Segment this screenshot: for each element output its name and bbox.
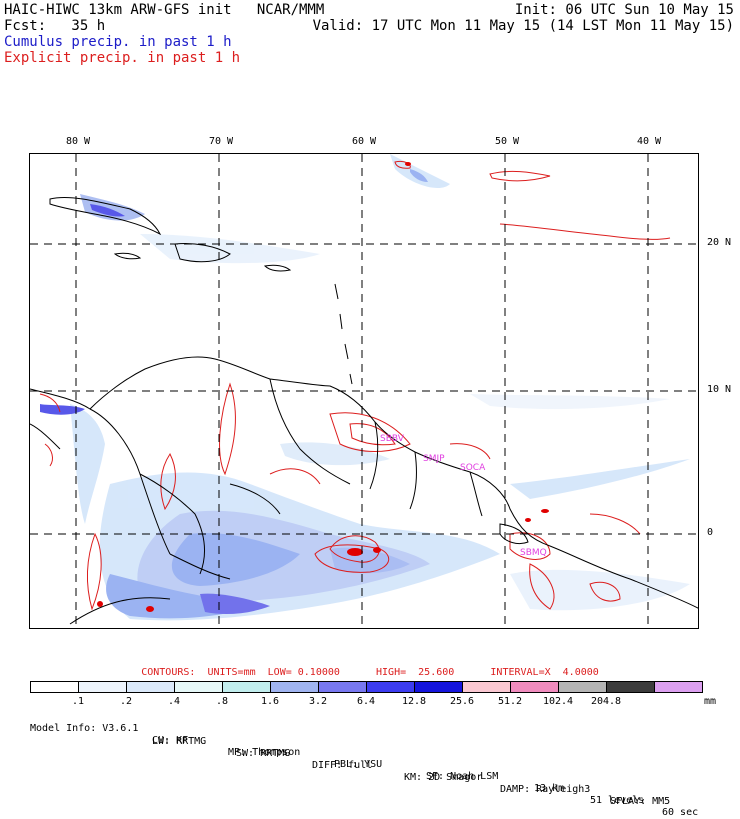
lon-label-60w: 60 W [352,136,377,147]
legend-tick-label: 51.2 [497,696,523,707]
legend-tick-label: .2 [119,696,133,707]
station-smjp: SMJP [423,454,445,464]
cumulus-precip-layer [40,154,690,621]
forecast-hour: Fcst: 35 h [4,18,106,34]
lat-label-20n: 20 N [707,237,732,248]
km-scheme: KM: 2D Smagor [404,772,483,783]
station-labels: SBBV SMJP SOCA SBMQ [380,434,547,558]
lw-scheme: LW: RRTMG [152,736,207,747]
diff-scheme: DIFF: full [312,760,373,771]
legend-swatch [414,681,463,693]
legend-swatch [366,681,415,693]
legend-tick-label: .8 [215,696,229,707]
lat-label-10n: 10 N [707,384,732,395]
sw-scheme: SW: RRTMG [236,748,291,759]
legend-units: mm [704,696,717,707]
init-time: Init: 06 UTC Sun 10 May 15 [514,2,734,18]
legend-tick-label: 25.6 [449,696,475,707]
legend-tick-label: 6.4 [356,696,376,707]
legend-tick-label: 12.8 [401,696,427,707]
cumulus-precip-label: Cumulus precip. in past 1 h [4,34,232,50]
legend-tick-label: 3.2 [308,696,328,707]
legend-swatch [222,681,271,693]
legend-tick-label: .4 [167,696,181,707]
coastline-layer [30,196,698,625]
lat-label-eq: 0 [707,527,714,538]
contours-info: CONTOURS: UNITS=mm LOW= 0.10000 HIGH= 25… [141,667,599,678]
lon-label-50w: 50 W [495,136,520,147]
lon-label-40w: 40 W [637,136,662,147]
legend-tick-label: 204.8 [590,696,622,707]
valid-time: Valid: 17 UTC Mon 11 May 15 (14 LST Mon … [312,18,734,34]
model-version: Model Info: V3.6.1 [30,723,139,734]
sflay-scheme: SFLAY: MM5 [610,796,671,807]
legend-swatch [78,681,127,693]
graticule [30,154,698,628]
lon-label-80w: 80 W [66,136,91,147]
legend-swatch [126,681,175,693]
legend-swatch [270,681,319,693]
legend-swatch [510,681,559,693]
legend-swatch [606,681,655,693]
legend-tick-label: 1.6 [260,696,280,707]
explicit-precip-label: Explicit precip. in past 1 h [4,50,241,66]
precip-map: SBBV SMJP SOCA SBMQ [29,153,699,629]
legend-tick-label: 102.4 [542,696,574,707]
legend-swatch [30,681,79,693]
damp-scheme: DAMP: Rayleigh3 [500,784,591,795]
explicit-precip-cores [97,162,549,612]
lon-label-70w: 70 W [209,136,234,147]
legend-swatch [558,681,607,693]
legend-tick-label: .1 [71,696,85,707]
map-canvas: SBBV SMJP SOCA SBMQ [30,154,698,628]
legend-swatch [654,681,703,693]
title-left: HAIC-HIWC 13km ARW-GFS init NCAR/MMM [4,2,325,18]
station-soca: SOCA [460,463,486,473]
model-info-line2: LW: RRTMG SW: RRTMG DIFF: full KM: 2D Sm… [30,724,730,808]
station-sbbv: SBBV [380,434,405,444]
legend-swatch [462,681,511,693]
station-sbmq: SBMQ [520,548,547,558]
legend-swatch [174,681,223,693]
timestep: 60 sec [662,807,699,818]
legend-swatch [318,681,367,693]
